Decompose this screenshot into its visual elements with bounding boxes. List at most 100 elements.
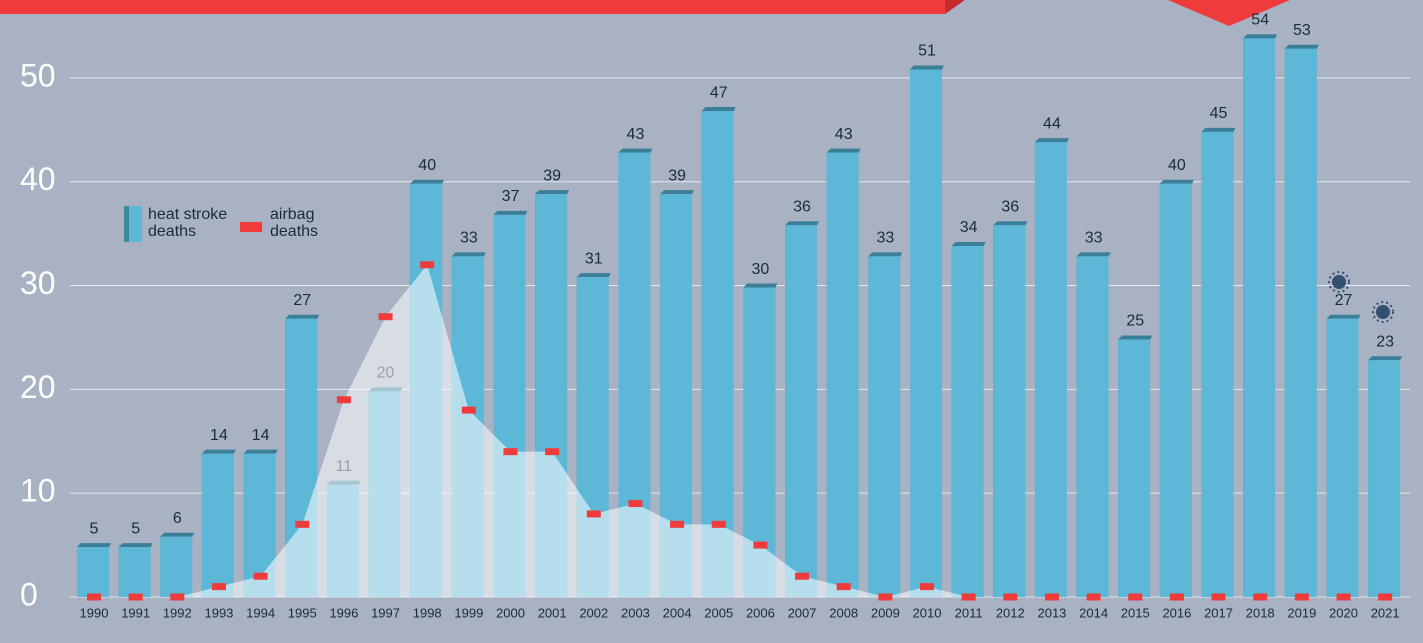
airbag-marker: [961, 593, 976, 601]
x-tick-label: 2012: [996, 605, 1025, 620]
airbag-marker: [1128, 593, 1143, 601]
x-tick-label: 2021: [1371, 605, 1400, 620]
x-tick-label: 1997: [371, 605, 400, 620]
airbag-marker: [211, 583, 226, 591]
value-label: 44: [1043, 115, 1061, 132]
x-tick-label: 1998: [413, 605, 442, 620]
value-label: 14: [252, 427, 270, 444]
value-label: 43: [835, 126, 853, 143]
legend-swatch: [240, 222, 262, 232]
bar-top: [535, 190, 570, 195]
bar-top: [243, 449, 278, 454]
airbag-marker: [795, 572, 810, 580]
bar-top: [910, 65, 944, 70]
x-tick-label: 2014: [1079, 605, 1108, 620]
bar: [701, 111, 734, 598]
arrow: [1168, 0, 1290, 26]
x-tick-label: 2003: [621, 605, 650, 620]
x-tick-label: 2007: [788, 605, 817, 620]
value-label: 54: [1251, 12, 1269, 29]
value-label: 36: [793, 198, 811, 215]
value-label: 27: [293, 292, 311, 309]
airbag-marker: [87, 593, 101, 601]
bar-top: [1368, 356, 1403, 361]
bar: [160, 536, 193, 597]
bar: [1159, 183, 1192, 597]
airbag-area: [94, 264, 1386, 597]
x-tick-label: 2008: [829, 605, 858, 620]
value-label: 40: [418, 157, 436, 174]
airbag-marker: [878, 593, 893, 601]
airbag-marker: [170, 593, 185, 601]
airbag-marker: [1169, 593, 1184, 601]
bar-top: [118, 543, 153, 548]
value-label: 43: [627, 126, 645, 143]
airbag-marker: [753, 541, 768, 549]
bar: [1243, 38, 1276, 597]
bar-top: [1201, 127, 1236, 132]
bar-top: [1118, 335, 1153, 340]
bar-top: [285, 314, 320, 319]
x-tick-label: 2017: [1204, 605, 1233, 620]
bar: [1034, 142, 1067, 597]
legend-swatch: [129, 206, 142, 242]
banner: [0, 0, 945, 14]
x-tick-label: 2002: [579, 605, 608, 620]
value-label: 36: [1001, 198, 1019, 215]
airbag-marker: [336, 396, 351, 404]
airbag-marker: [586, 510, 601, 518]
bar: [826, 152, 859, 597]
value-label: 33: [460, 230, 478, 247]
airbag-marker: [836, 583, 851, 591]
bar-top: [826, 148, 861, 153]
x-tick-label: 2010: [913, 605, 942, 620]
airbag-marker: [545, 448, 560, 456]
bar-top: [660, 190, 695, 195]
virus-icon: [1372, 301, 1394, 323]
bar: [993, 225, 1026, 597]
y-tick-label: 10: [20, 473, 56, 509]
bar-top: [160, 532, 195, 537]
x-tick-label: 2006: [746, 605, 775, 620]
bar-top: [1326, 314, 1361, 319]
y-tick-label: 50: [20, 57, 56, 93]
airbag-marker: [711, 520, 726, 528]
y-tick-label: 40: [20, 161, 56, 197]
x-tick-label: 2016: [1162, 605, 1191, 620]
bar-top: [868, 252, 903, 257]
airbag-marker: [128, 593, 143, 601]
airbag-marker: [295, 520, 310, 528]
airbag-marker: [1003, 593, 1018, 601]
value-label: 27: [1335, 292, 1353, 309]
airbag-marker: [1378, 593, 1393, 601]
value-label: 33: [1085, 230, 1103, 247]
x-tick-label: 2015: [1121, 605, 1150, 620]
airbag-marker: [1253, 593, 1268, 601]
bar: [1201, 131, 1234, 597]
value-label: 37: [502, 188, 520, 205]
airbag-marker: [1086, 593, 1101, 601]
bar-top: [410, 179, 445, 184]
airbag-marker: [1211, 593, 1226, 601]
value-label: 6: [173, 510, 182, 527]
x-tick-label: 1990: [80, 605, 109, 620]
airbag-marker: [253, 572, 268, 580]
value-label: 5: [131, 520, 140, 537]
airbag-marker: [1044, 593, 1059, 601]
airbag-marker: [1294, 593, 1309, 601]
bar: [77, 547, 109, 597]
x-tick-label: 2009: [871, 605, 900, 620]
bar: [868, 256, 901, 597]
airbag-marker: [670, 520, 685, 528]
y-tick-label: 20: [20, 369, 56, 405]
bar-top: [1076, 252, 1111, 257]
bar: [951, 246, 984, 597]
value-label: 45: [1210, 105, 1228, 122]
bar: [118, 547, 151, 597]
y-tick-label: 30: [20, 265, 56, 301]
x-tick-label: 1996: [329, 605, 358, 620]
bar: [1326, 318, 1359, 597]
x-tick-label: 2018: [1246, 605, 1275, 620]
x-tick-label: 1994: [246, 605, 275, 620]
